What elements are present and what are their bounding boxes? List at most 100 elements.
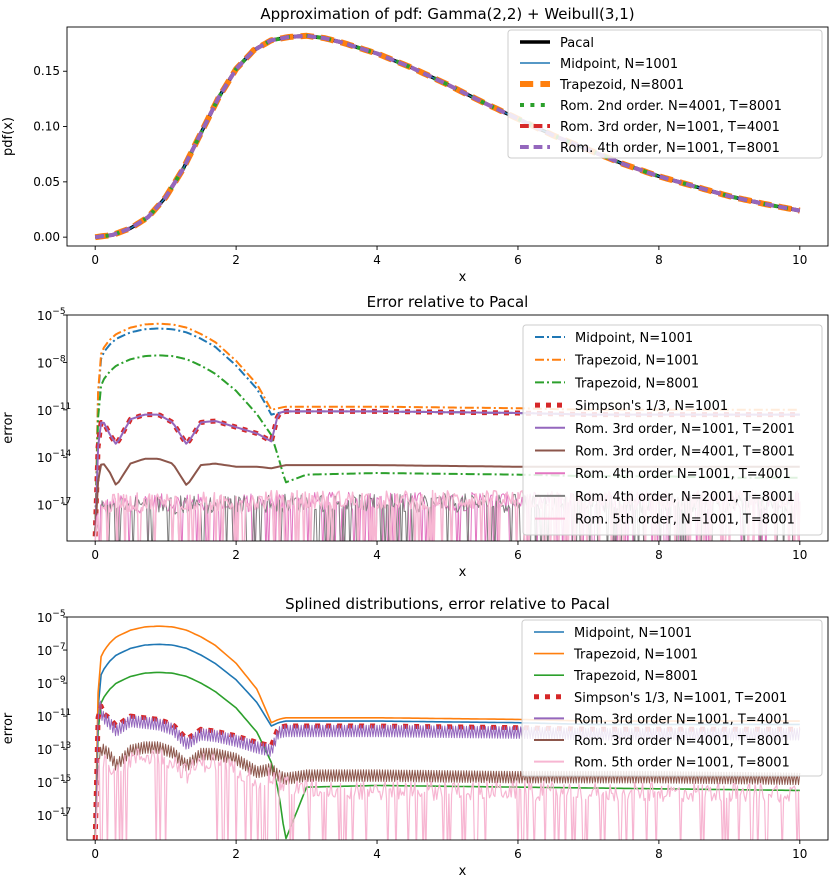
y-tick-label: 10−15 [37, 774, 71, 790]
series-rom-4th-order-n-1001-t-8001 [94, 33, 801, 240]
x-tick-label: 10 [792, 253, 807, 267]
legend: Pacal Midpoint, N=1001 Trapezoid, N=8001 Ro… [507, 29, 823, 159]
y-tick-exponent: −13 [52, 741, 71, 751]
y-tick-exponent: −14 [52, 449, 71, 459]
y-tick-base: 10 [37, 356, 52, 370]
legend-label: Midpoint, N=1001 [560, 57, 678, 72]
x-tick-label: 0 [91, 253, 99, 267]
x-tick-label: 2 [232, 548, 240, 562]
x-tick-label: 10 [792, 847, 807, 861]
y-tick-label: 10−17 [37, 807, 71, 823]
y-tick-label: 10−9 [37, 675, 66, 691]
y-tick-label: 10−11 [37, 402, 71, 418]
series-trapezoid-n-8001 [94, 32, 801, 241]
series-rom-4th-order-n-1001-t-4001 [94, 491, 800, 541]
y-tick-base: 10 [37, 404, 52, 418]
y-tick-exponent: −17 [52, 497, 71, 507]
y-tick-base: 10 [37, 743, 52, 757]
y-tick-base: 10 [37, 499, 52, 513]
y-tick-exponent: −9 [52, 675, 66, 685]
legend-label: Midpoint, N=1001 [574, 626, 692, 641]
y-tick-exponent: −17 [52, 807, 71, 817]
y-tick-label: 10−5 [37, 609, 66, 625]
legend-label: Midpoint, N=1001 [575, 331, 693, 346]
y-tick-label: 10−13 [37, 741, 71, 757]
axes-frame [66, 26, 829, 247]
y-tick-exponent: −11 [52, 402, 71, 412]
legend: Midpoint, N=1001 Trapezoid, N=1001 Trapezo… [521, 619, 823, 777]
legend-label: Trapezoid, N=1001 [573, 648, 698, 663]
y-axis-label: error [1, 712, 16, 744]
x-axis-label: x [459, 864, 467, 879]
series-trapezoid-n-8001 [94, 671, 800, 840]
x-tick-label: 4 [373, 253, 381, 267]
legend-label: Simpson's 1/3, N=1001 [575, 399, 728, 414]
series-rom-5th-order-n-1001-t-8001 [94, 748, 801, 840]
legend-label: Trapezoid, N=1001 [574, 354, 699, 369]
x-tick-label: 2 [232, 847, 240, 861]
y-axis-label: error [1, 412, 16, 444]
legend-label: Rom. 2nd order. N=4001, T=8001 [560, 99, 782, 114]
legend-label: Rom. 3rd order, N=1001, T=4001 [560, 120, 780, 135]
legend-label: Rom. 4th order, N=1001, T=8001 [560, 141, 780, 156]
y-tick-base: 10 [37, 776, 52, 790]
x-tick-label: 6 [514, 253, 522, 267]
x-tick-label: 4 [373, 847, 381, 861]
x-tick-label: 2 [232, 253, 240, 267]
chart-title: Splined distributions, error relative to… [285, 595, 610, 613]
y-tick-label: 10−8 [37, 354, 66, 370]
y-tick-label: 10−14 [37, 449, 72, 465]
x-tick-label: 8 [655, 253, 663, 267]
legend-label: Rom. 5th order N=1001, T=8001 [574, 756, 790, 771]
y-tick-base: 10 [37, 710, 52, 724]
y-tick-label: 0.15 [33, 64, 60, 78]
legend-label: Rom. 3rd order N=1001, T=4001 [574, 712, 790, 727]
legend-label: Trapezoid, N=8001 [574, 376, 699, 391]
legend-label: Pacal [560, 36, 594, 51]
x-tick-label: 0 [91, 847, 99, 861]
legend-label: Rom. 4th order N=1001, T=4001 [575, 467, 791, 482]
x-axis-label: x [459, 270, 467, 285]
legend-label: Rom. 3rd order N=4001, T=8001 [574, 734, 790, 749]
y-tick-label: 10−7 [37, 642, 66, 658]
y-tick-base: 10 [37, 611, 52, 625]
x-tick-label: 0 [91, 548, 99, 562]
y-tick-label: 10−17 [37, 497, 71, 513]
legend-label: Rom. 3rd order, N=4001, T=8001 [575, 445, 795, 460]
legend-label: Trapezoid, N=8001 [573, 669, 698, 684]
y-tick-base: 10 [37, 644, 52, 658]
plot-area [94, 32, 801, 241]
y-tick-label: 10−11 [37, 708, 71, 724]
legend-box [522, 324, 823, 536]
chart-title: Approximation of pdf: Gamma(2,2) + Weibu… [260, 5, 634, 23]
y-tick-exponent: −7 [52, 642, 65, 652]
x-tick-label: 6 [514, 548, 522, 562]
axes-frame [66, 314, 829, 542]
legend-label: Rom. 4th order, N=2001, T=8001 [575, 490, 795, 505]
y-tick-exponent: −15 [52, 774, 71, 784]
x-tick-label: 6 [514, 847, 522, 861]
legend-label: Rom. 5th order, N=1001, T=8001 [575, 513, 795, 528]
y-tick-label: 10−5 [37, 307, 66, 323]
legend-label: Simpson's 1/3, N=1001, T=2001 [574, 691, 787, 706]
x-tick-label: 8 [655, 548, 663, 562]
y-tick-exponent: −5 [52, 307, 65, 317]
panel-1: 0 2 4 6 8 10 0.00 0.05 0.10 0.15 Approximation of … [1, 5, 829, 285]
y-tick-label: 0.10 [33, 120, 60, 134]
legend-label: Trapezoid, N=8001 [559, 78, 684, 93]
legend-label: Rom. 3rd order, N=1001, T=2001 [575, 422, 795, 437]
x-tick-label: 4 [373, 548, 381, 562]
y-tick-base: 10 [37, 309, 52, 323]
chart-title: Error relative to Pacal [367, 293, 529, 311]
x-tick-label: 8 [655, 847, 663, 861]
axes-frame [66, 616, 829, 841]
y-tick-base: 10 [37, 451, 52, 465]
y-tick-exponent: −11 [52, 708, 71, 718]
y-tick-exponent: −8 [52, 354, 66, 364]
y-tick-exponent: −5 [52, 609, 65, 619]
x-tick-label: 10 [792, 548, 807, 562]
legend: Midpoint, N=1001 Trapezoid, N=1001 Trapezo… [522, 324, 823, 536]
y-axis-label: pdf(x) [1, 117, 16, 156]
